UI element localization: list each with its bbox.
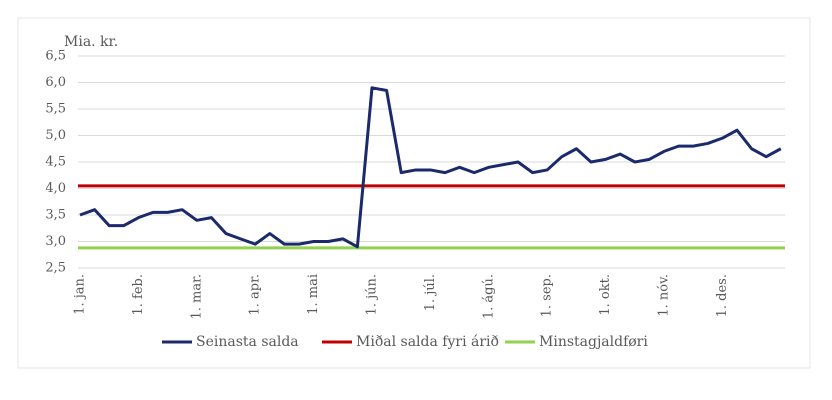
y-tick-label: 6,5 <box>45 49 66 64</box>
chart-frame <box>17 17 811 369</box>
x-tick-label: 1. mai <box>306 274 321 315</box>
x-tick-label: 1. okt. <box>598 274 613 316</box>
y-tick-label: 3,5 <box>45 208 66 223</box>
legend-label: Seinasta salda <box>196 334 299 350</box>
legend-label: Minstagjaldføri <box>539 334 648 350</box>
x-tick-label: 1. sep. <box>540 274 555 317</box>
legend-label: Miðal salda fyri árið <box>356 334 499 350</box>
x-tick-label: 1. apr. <box>248 274 263 316</box>
series-line <box>79 86 782 249</box>
x-tick-label: 1. mar. <box>189 274 204 320</box>
x-tick-label: 1. júl. <box>423 274 438 311</box>
y-tick-label: 2,5 <box>45 261 66 276</box>
y-tick-label: 4,0 <box>45 181 66 196</box>
x-tick-label: 1. des. <box>715 274 730 317</box>
y-tick-label: 6,0 <box>45 75 66 90</box>
y-tick-label: 5,0 <box>45 128 66 143</box>
y-tick-label: 3,0 <box>45 234 66 249</box>
y-tick-label: 4,5 <box>45 155 66 170</box>
x-tick-label: 1. feb. <box>131 274 146 316</box>
x-tick-label: 1. ágú. <box>481 274 496 319</box>
x-tick-label: 1. nóv. <box>657 274 672 317</box>
y-axis-label: Mia. kr. <box>64 34 118 50</box>
x-tick-label: 1. jún. <box>365 274 380 315</box>
x-tick-label: 1. jan. <box>73 274 88 315</box>
y-tick-label: 5,5 <box>45 102 66 117</box>
